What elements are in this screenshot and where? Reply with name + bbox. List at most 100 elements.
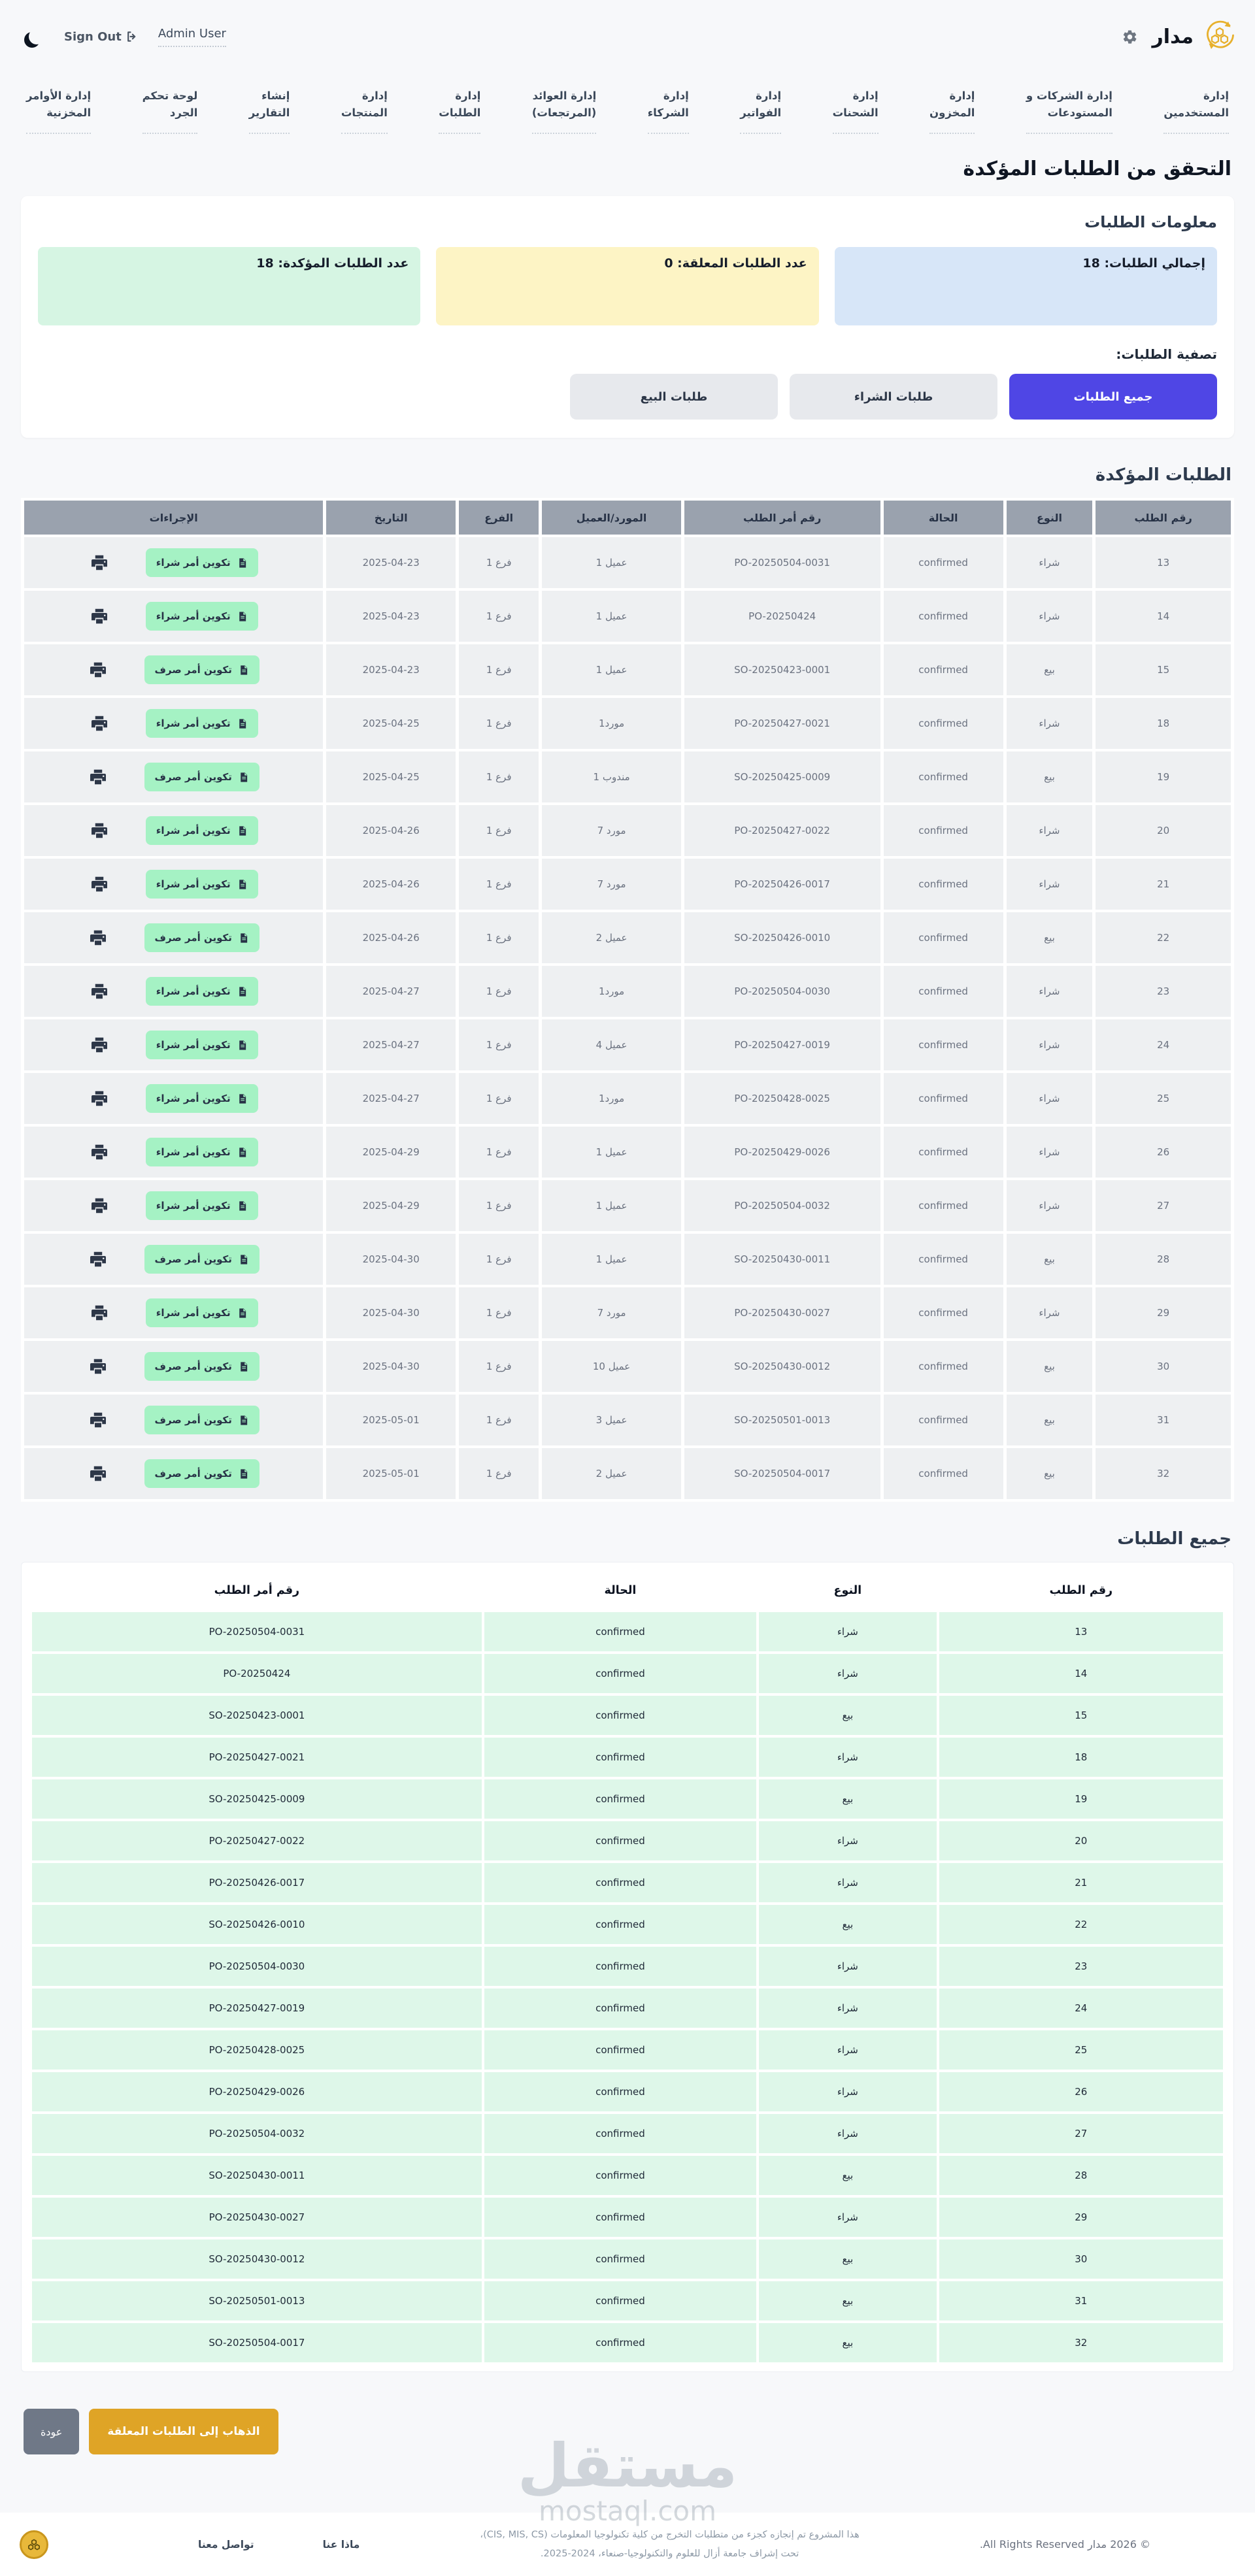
create-order-button[interactable]: تكوين أمر شراء [145, 1031, 258, 1060]
print-button[interactable] [88, 1464, 108, 1483]
cell-status: confirmed [883, 1287, 1003, 1339]
cell-branch: فرع 1 [458, 751, 539, 803]
create-order-button[interactable]: تكوين أمر صرف [144, 1245, 259, 1274]
print-button[interactable] [90, 606, 109, 626]
cell-actions: تكوين أمر صرف [24, 1234, 324, 1285]
footer-link[interactable]: ماذا عنا [322, 2538, 360, 2551]
nav-item[interactable]: إدارة الفواتير [740, 88, 782, 135]
nav-item[interactable]: إدارة المنتجات [341, 88, 388, 135]
cell-type: شراء [1006, 1019, 1093, 1071]
nav-item[interactable]: إدارة الشركاء [647, 88, 689, 135]
table-row: 29 شراء confirmed PO-20250430-0027 مورد … [24, 1287, 1231, 1339]
create-order-button[interactable]: تكوين أمر شراء [145, 1138, 258, 1167]
print-button[interactable] [88, 767, 108, 787]
document-icon [241, 1469, 248, 1479]
cell-branch: فرع 1 [458, 537, 539, 589]
nav-item[interactable]: إدارة الشركات و المستودعات [1026, 88, 1113, 135]
orders-info-card: معلومات الطلبات إجمالي الطلبات: 18 عدد ا… [21, 196, 1234, 438]
sign-out-button[interactable]: Sign Out [64, 30, 139, 44]
cell-order-number: PO-20250504-0031 [32, 1612, 482, 1652]
bottom-actions: الذهاب إلى الطلبات المعلقة عودة [24, 2409, 1231, 2455]
document-icon [239, 1201, 246, 1211]
cell-date: 2025-04-30 [326, 1341, 456, 1393]
cell-date: 2025-04-27 [326, 966, 456, 1017]
cell-type: شراء [759, 2072, 937, 2112]
print-button[interactable] [88, 928, 108, 948]
cell-branch: فرع 1 [458, 1073, 539, 1125]
create-order-button[interactable]: تكوين أمر صرف [144, 1459, 259, 1489]
table-row: 28 بيع confirmed SO-20250430-0011 عميل 1… [24, 1234, 1231, 1285]
create-order-button[interactable]: تكوين أمر شراء [145, 1191, 258, 1221]
print-button[interactable] [88, 1410, 108, 1430]
cell-order-id: 13 [1096, 537, 1231, 589]
create-order-button[interactable]: تكوين أمر شراء [145, 709, 258, 738]
nav-item[interactable]: إدارة الطلبات [439, 88, 481, 135]
cell-order-id: 14 [939, 1654, 1223, 1694]
nav-item[interactable]: إدارة العوائد (المرتجعات) [531, 88, 597, 135]
print-button[interactable] [90, 1035, 109, 1055]
print-button[interactable] [90, 714, 109, 733]
create-order-button[interactable]: تكوين أمر شراء [145, 548, 258, 578]
print-button[interactable] [90, 982, 109, 1001]
print-button[interactable] [90, 553, 109, 572]
nav-item[interactable]: إدارة الأوامر المخزنية [26, 88, 92, 135]
printer-icon [90, 1412, 106, 1428]
cell-type: بيع [759, 2156, 937, 2196]
cell-order-number: PO-20250430-0027 [684, 1287, 880, 1339]
filter-button[interactable]: جميع الطلبات [1009, 374, 1217, 420]
nav-item[interactable]: إنشاء التقارير [248, 88, 290, 135]
nav-item[interactable]: لوحة تحكم الجرد [142, 88, 198, 135]
nav-item[interactable]: إدارة الشحنات [832, 88, 878, 135]
create-order-button[interactable]: تكوين أمر شراء [145, 870, 258, 899]
document-icon [239, 987, 246, 997]
print-button[interactable] [88, 660, 108, 680]
print-button[interactable] [90, 1089, 109, 1108]
cell-order-id: 19 [1096, 751, 1231, 803]
cell-order-id: 24 [939, 1989, 1223, 2028]
table-row: 26 شراء confirmed PO-20250429-0026 [32, 2072, 1223, 2112]
back-button[interactable]: عودة [24, 2409, 80, 2455]
create-order-button[interactable]: تكوين أمر شراء [145, 1298, 258, 1328]
cell-type: شراء [1006, 1287, 1093, 1339]
create-order-button[interactable]: تكوين أمر صرف [144, 923, 259, 953]
dark-mode-toggle-moon-icon[interactable] [29, 29, 44, 44]
nav-item[interactable]: إدارة المستخدمين [1163, 88, 1229, 135]
print-button[interactable] [90, 1303, 109, 1323]
cell-actions: تكوين أمر شراء [24, 1287, 324, 1339]
cell-order-id: 22 [939, 1905, 1223, 1945]
cell-order-id: 13 [939, 1612, 1223, 1652]
footer-link[interactable]: تواصل معنا [198, 2538, 254, 2551]
create-order-button[interactable]: تكوين أمر صرف [144, 655, 259, 685]
cell-partner: عميل 10 [542, 1341, 681, 1393]
create-order-button[interactable]: تكوين أمر صرف [144, 1352, 259, 1381]
create-order-button[interactable]: تكوين أمر شراء [145, 816, 258, 846]
printer-icon [91, 876, 107, 892]
create-order-button[interactable]: تكوين أمر صرف [144, 1406, 259, 1435]
print-button[interactable] [90, 1196, 109, 1215]
printer-icon [91, 983, 107, 999]
cell-branch: فرع 1 [458, 1287, 539, 1339]
print-button[interactable] [90, 874, 109, 894]
print-button[interactable] [88, 1249, 108, 1269]
print-button[interactable] [90, 1142, 109, 1162]
gear-icon[interactable] [1122, 29, 1138, 45]
create-order-button[interactable]: تكوين أمر شراء [145, 1084, 258, 1114]
filter-button[interactable]: طلبات البيع [570, 374, 778, 420]
create-order-button[interactable]: تكوين أمر شراء [145, 602, 258, 631]
user-name[interactable]: Admin User [158, 27, 226, 47]
create-order-button[interactable]: تكوين أمر شراء [145, 977, 258, 1006]
cell-order-id: 32 [939, 2323, 1223, 2363]
print-button[interactable] [90, 821, 109, 840]
nav-item[interactable]: إدارة المخزون [929, 88, 975, 135]
col-date: التاريخ [326, 501, 456, 535]
cell-type: بيع [1006, 751, 1093, 803]
goto-pending-orders-button[interactable]: الذهاب إلى الطلبات المعلقة [89, 2409, 278, 2455]
create-order-button[interactable]: تكوين أمر صرف [144, 763, 259, 792]
col-order-number: رقم أمر الطلب [32, 1572, 482, 1610]
print-button[interactable] [88, 1357, 108, 1376]
cell-type: بيع [759, 2239, 937, 2279]
filter-button[interactable]: طلبات الشراء [790, 374, 997, 420]
cell-branch: فرع 1 [458, 698, 539, 750]
cell-status: confirmed [484, 1989, 757, 2028]
cell-order-number: PO-20250427-0021 [32, 1738, 482, 1777]
